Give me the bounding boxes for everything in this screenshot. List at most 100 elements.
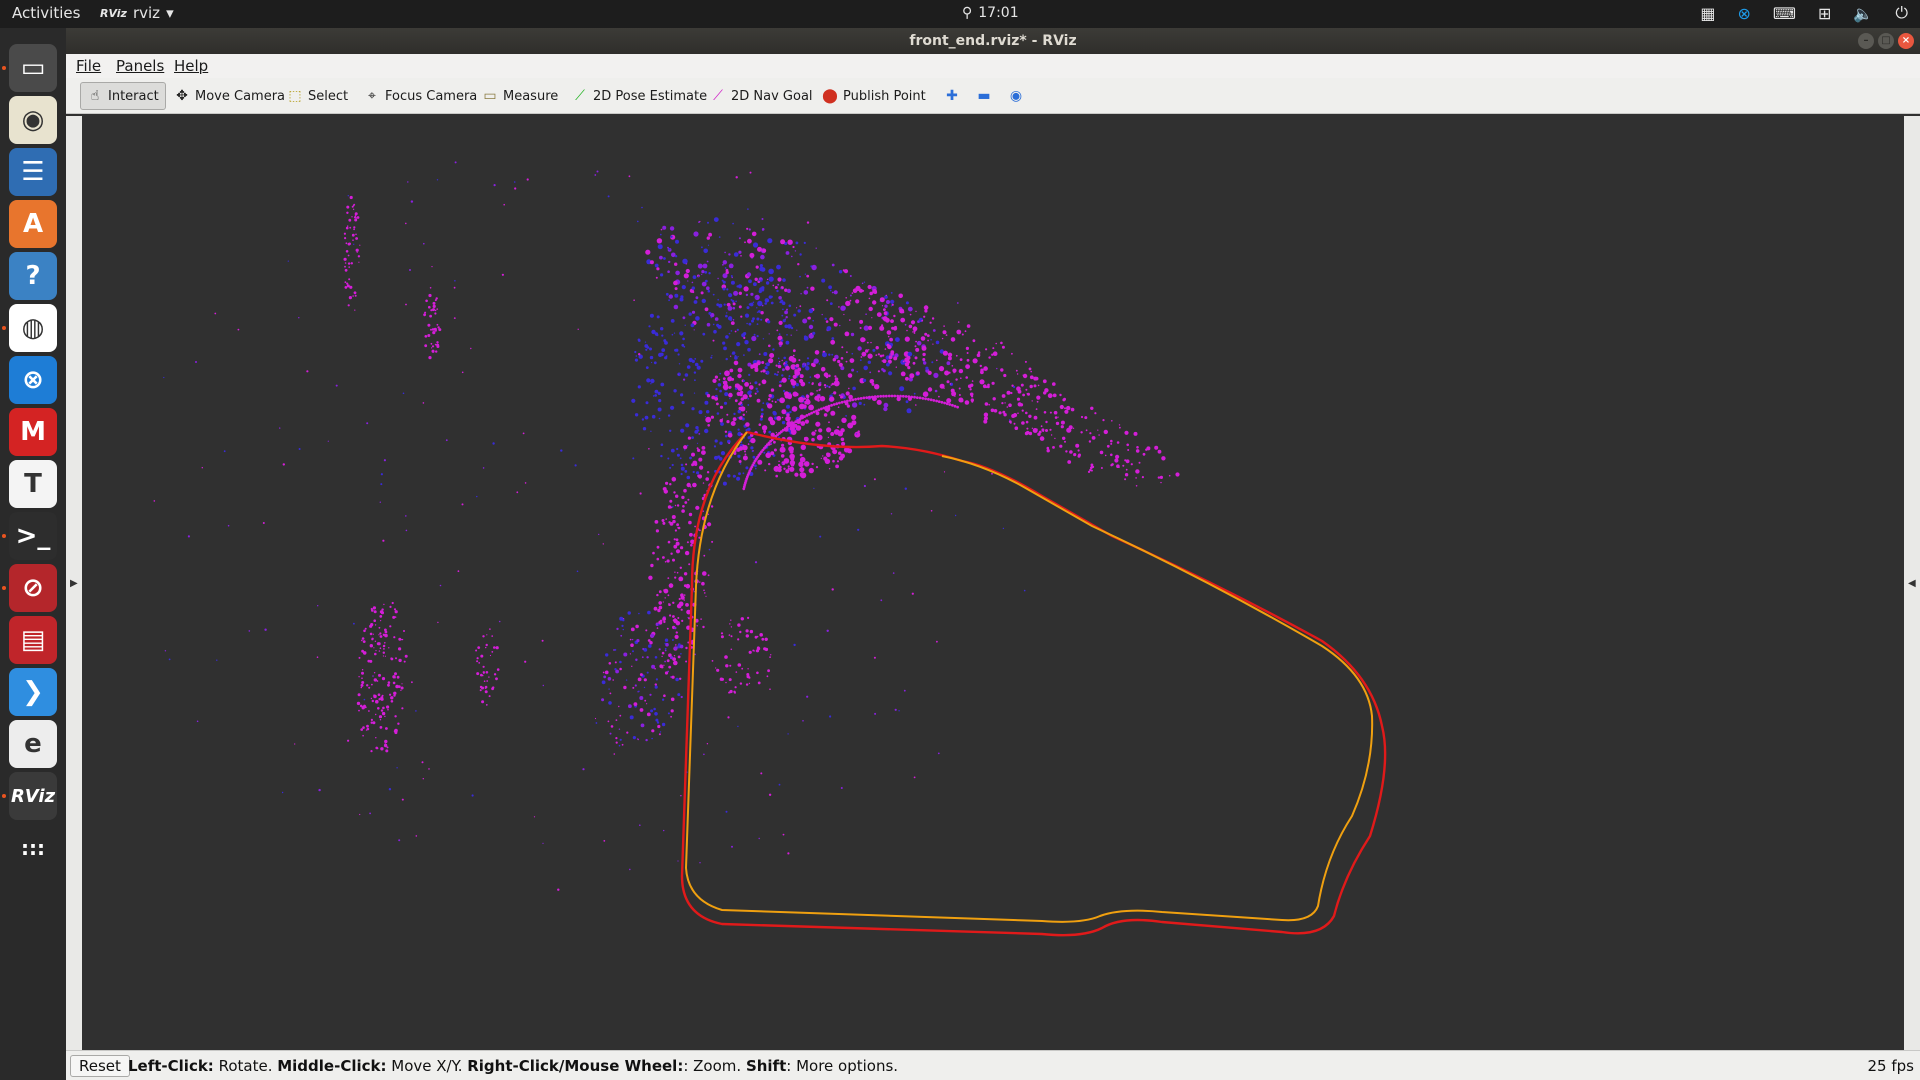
cloud-point <box>907 366 911 370</box>
cloud-point <box>851 292 854 294</box>
right-dock-collapse[interactable]: ◀ <box>1904 116 1920 1050</box>
cloud-point <box>749 382 752 384</box>
cloud-point <box>359 704 363 708</box>
chrome-icon[interactable]: ◍ <box>9 304 57 352</box>
move-camera-label: Move Camera <box>195 88 286 104</box>
cloud-point <box>782 368 785 372</box>
window-titlebar[interactable]: front_end.rviz* - RViz – □ × <box>66 28 1920 54</box>
cloud-point <box>1036 395 1041 400</box>
menu-file[interactable]: File <box>76 57 102 75</box>
nav-goal-tool[interactable]: ⟋ 2D Nav Goal <box>704 82 819 110</box>
cloud-point <box>619 667 622 671</box>
cloud-point <box>944 370 950 376</box>
cloud-point <box>677 655 681 659</box>
cloud-point <box>909 313 912 316</box>
teamviewer-tray-icon[interactable]: ⊗ <box>1737 3 1751 23</box>
cloud-point <box>991 472 993 475</box>
cloud-point <box>801 364 805 368</box>
cloud-point <box>818 428 823 433</box>
close-icon[interactable]: × <box>1898 33 1914 49</box>
cloud-point <box>384 739 388 744</box>
publish-point-tool[interactable]: ⬤ Publish Point <box>816 82 932 110</box>
cloud-point <box>714 317 719 321</box>
cloud-point <box>1035 408 1038 410</box>
menu-help[interactable]: Help <box>174 57 209 75</box>
cloud-point <box>372 675 374 677</box>
cloud-point <box>898 293 903 299</box>
left-dock-collapse[interactable]: ▶ <box>66 116 82 1050</box>
focus-camera-tool[interactable]: ⌖ Focus Camera <box>358 82 483 110</box>
files-icon[interactable]: ▭ <box>9 44 57 92</box>
app-menu[interactable]: RViz rviz ▾ <box>100 4 174 22</box>
cloud-point <box>1003 373 1007 378</box>
cloud-point <box>991 353 994 356</box>
typora-icon[interactable]: T <box>9 460 57 508</box>
cloud-point <box>746 322 748 325</box>
cloud-point <box>658 601 662 605</box>
mindmap-icon[interactable]: M <box>9 408 57 456</box>
maximize-icon[interactable]: □ <box>1878 33 1894 49</box>
help-icon[interactable]: ? <box>9 252 57 300</box>
measure-tool[interactable]: ▭ Measure <box>476 82 564 110</box>
pose-estimate-tool[interactable]: ⟋ 2D Pose Estimate <box>566 82 713 110</box>
activities-button[interactable]: Activities <box>12 4 81 22</box>
cloud-point <box>353 622 355 625</box>
cloud-point <box>674 504 677 507</box>
volume-icon[interactable]: 🔈 <box>1853 3 1874 23</box>
menu-panels[interactable]: Panels <box>116 57 165 75</box>
cloud-point <box>785 416 791 422</box>
clock[interactable]: ⚲ 17:01 <box>962 5 1019 21</box>
cloud-point <box>741 667 744 670</box>
cloud-point <box>377 707 380 710</box>
remove-tool-button[interactable]: ▬ <box>970 82 998 110</box>
cloud-point <box>1001 345 1005 349</box>
tool-properties-button[interactable]: ◉ <box>1002 82 1030 110</box>
opera-icon[interactable]: e <box>9 720 57 768</box>
cloud-point <box>780 287 782 290</box>
teamviewer-icon[interactable]: ⊗ <box>9 356 57 404</box>
reset-button[interactable]: Reset <box>70 1055 130 1077</box>
keyboard-icon[interactable]: ⌨ <box>1772 3 1797 23</box>
writer-icon[interactable]: ☰ <box>9 148 57 196</box>
cloud-point <box>847 422 854 429</box>
input-method-icon[interactable]: ▦ <box>1700 3 1716 23</box>
minimize-icon[interactable]: – <box>1858 33 1874 49</box>
cloud-point <box>659 664 663 668</box>
cloud-point <box>430 309 433 312</box>
cloud-point <box>707 574 710 577</box>
app-grid-icon[interactable]: ::: <box>9 824 57 872</box>
cloud-point <box>439 584 442 587</box>
rviz-icon[interactable]: RViz <box>9 772 57 820</box>
add-tool-button[interactable]: ✚ <box>938 82 966 110</box>
cloud-point <box>669 499 673 503</box>
cloud-point <box>799 467 805 473</box>
power-icon[interactable]: ⏻ <box>1895 3 1908 22</box>
cloud-point <box>747 208 749 210</box>
rhythmbox-icon[interactable]: ◉ <box>9 96 57 144</box>
vscode-icon[interactable]: ❯ <box>9 668 57 716</box>
cloud-point <box>382 633 386 636</box>
cloud-point <box>727 306 733 311</box>
network-icon[interactable]: ⊞ <box>1818 3 1832 23</box>
interact-tool[interactable]: ☝ Interact <box>80 82 166 110</box>
select-tool[interactable]: ⬚ Select <box>281 82 354 110</box>
cloud-point <box>427 323 431 327</box>
cloud-point <box>893 356 898 361</box>
cloud-point <box>913 392 916 395</box>
screen-icon[interactable]: ▤ <box>9 616 57 664</box>
cloud-point <box>661 334 664 337</box>
render-viewport[interactable] <box>82 116 1904 1050</box>
cloud-point <box>638 354 643 359</box>
cloud-point <box>859 319 864 324</box>
cloud-point <box>792 349 796 353</box>
remmina-icon[interactable]: ⊘ <box>9 564 57 612</box>
software-icon[interactable]: A <box>9 200 57 248</box>
move-camera-tool[interactable]: ✥ Move Camera <box>168 82 291 110</box>
terminal-icon[interactable]: >_ <box>9 512 57 560</box>
cloud-point <box>769 353 775 358</box>
cloud-point <box>688 520 692 525</box>
cloud-point <box>1157 449 1162 454</box>
cloud-point <box>713 445 717 448</box>
cloud-point <box>728 634 731 636</box>
cloud-point <box>763 451 766 454</box>
